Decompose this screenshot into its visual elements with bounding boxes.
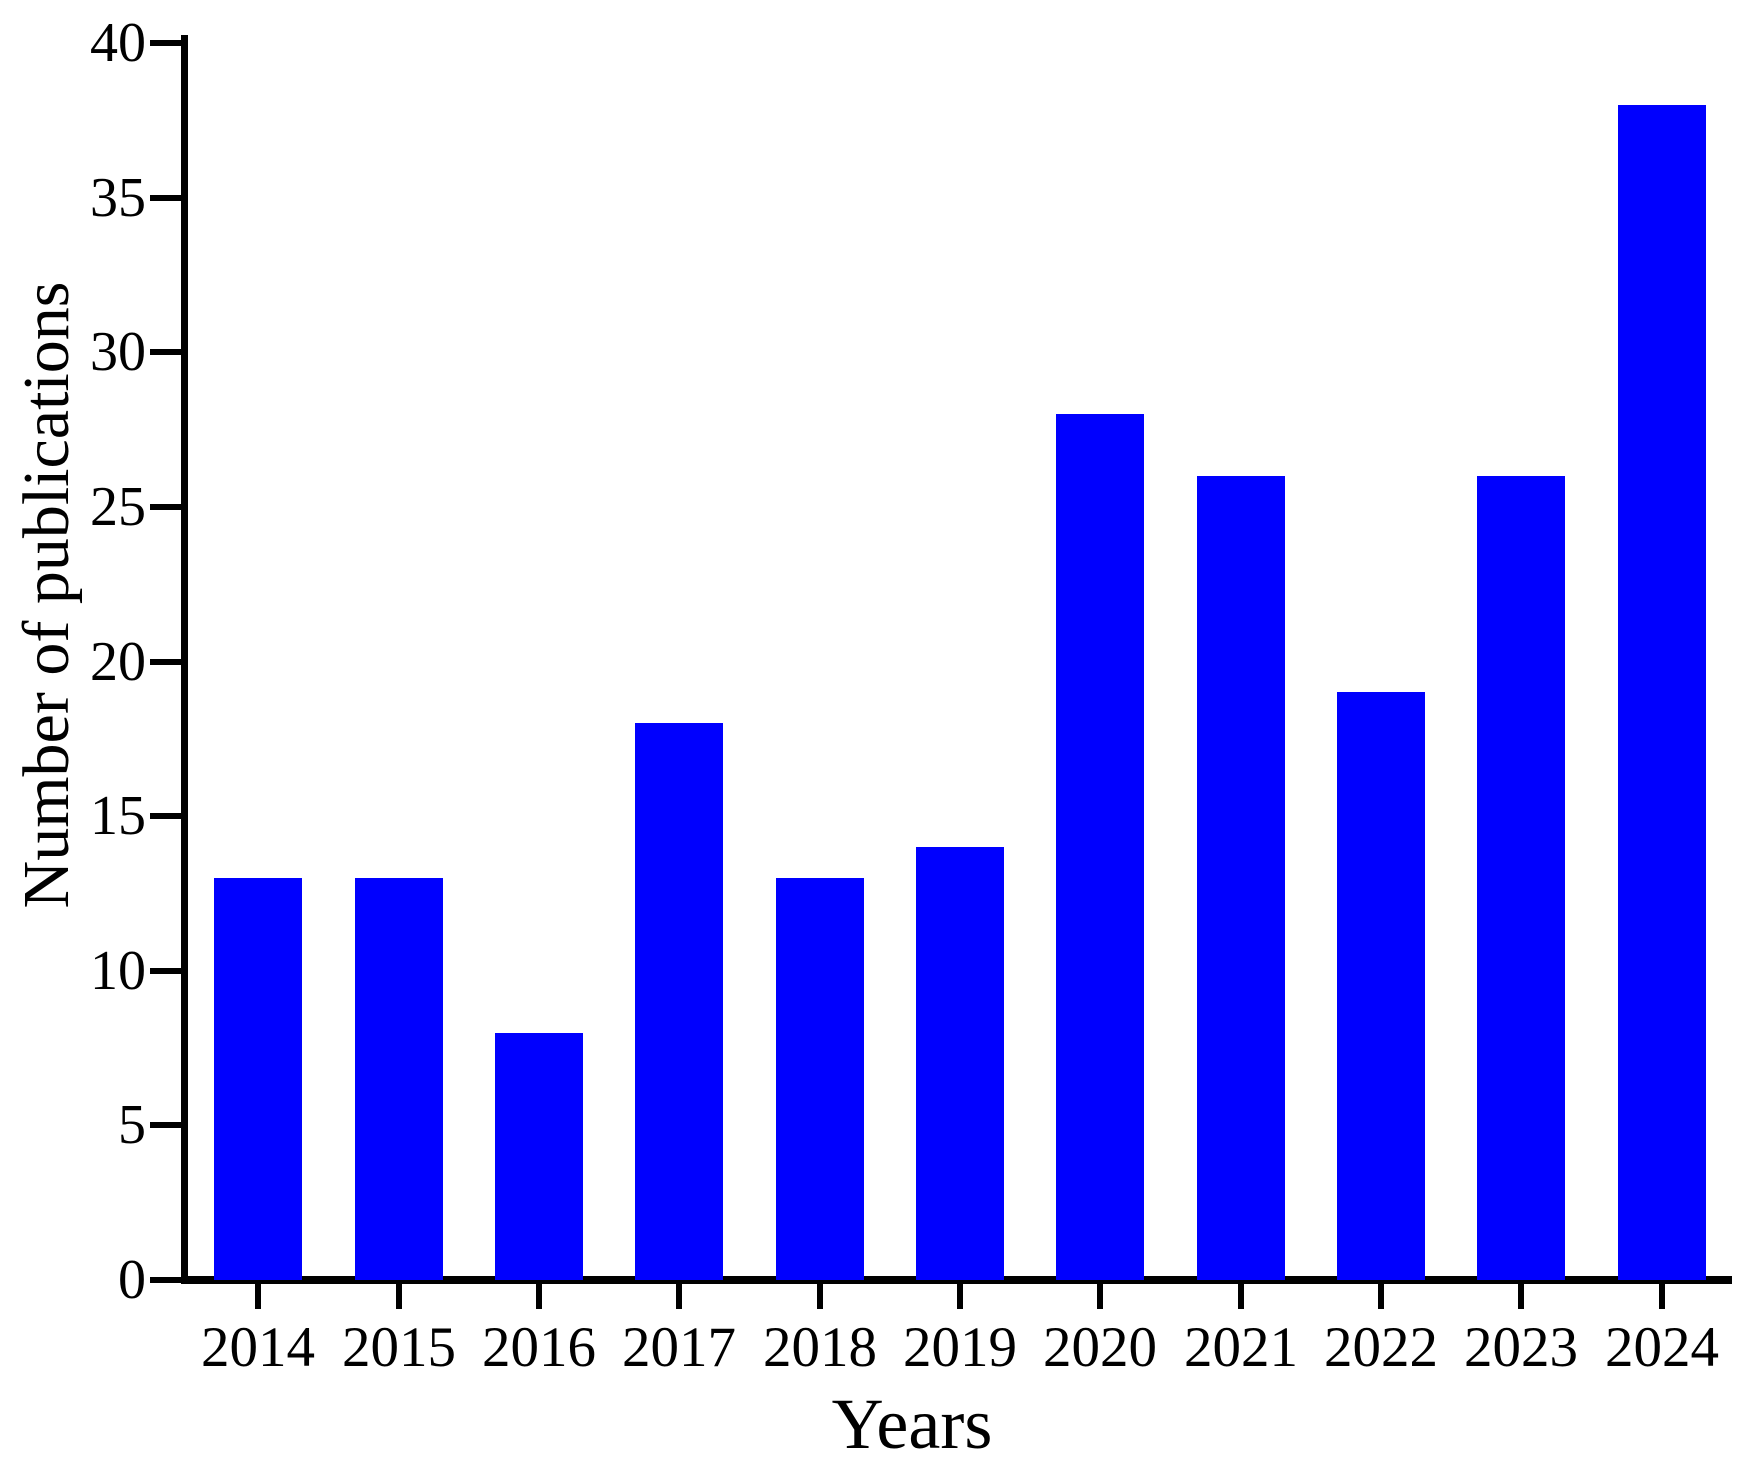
x-tick-label: 2016: [482, 1316, 596, 1379]
y-axis-line: [181, 35, 188, 1284]
x-axis-title: Years: [831, 1384, 993, 1457]
y-tick-label: 10: [90, 940, 146, 1002]
y-tick: [150, 659, 181, 665]
x-tick: [957, 1284, 963, 1309]
bar-2017: [635, 723, 723, 1280]
x-tick: [817, 1284, 823, 1309]
x-tick-label: 2018: [763, 1316, 877, 1379]
y-tick-label: 5: [118, 1094, 146, 1156]
x-axis-line: [181, 1276, 1732, 1284]
y-tick-label: 15: [90, 785, 146, 847]
x-tick: [676, 1284, 682, 1309]
x-tick: [1378, 1284, 1384, 1309]
bar-2023: [1477, 476, 1565, 1280]
y-tick-label: 25: [90, 476, 146, 538]
bar-2021: [1197, 476, 1285, 1280]
y-tick: [150, 504, 181, 510]
y-tick: [150, 1122, 181, 1128]
y-tick: [150, 195, 181, 201]
y-tick-label: 40: [90, 12, 146, 74]
x-tick-label: 2023: [1464, 1316, 1578, 1379]
y-tick-label: 20: [90, 631, 146, 693]
x-tick: [396, 1284, 402, 1309]
x-tick-label: 2022: [1324, 1316, 1438, 1379]
y-tick: [150, 813, 181, 819]
x-tick-label: 2015: [342, 1316, 456, 1379]
y-tick: [150, 349, 181, 355]
bar-2024: [1618, 105, 1706, 1280]
x-tick: [1518, 1284, 1524, 1309]
bar-2018: [776, 878, 864, 1280]
x-tick-label: 2014: [201, 1316, 315, 1379]
y-tick-label: 30: [90, 321, 146, 383]
bar-2014: [214, 878, 302, 1280]
x-tick: [255, 1284, 261, 1309]
bar-2016: [495, 1033, 583, 1280]
bar-2019: [916, 847, 1004, 1280]
y-tick-label: 0: [118, 1249, 146, 1311]
x-tick: [1659, 1284, 1665, 1309]
bar-2015: [355, 878, 443, 1280]
y-tick: [150, 1277, 181, 1283]
x-tick: [536, 1284, 542, 1309]
y-axis-title: Number of publications: [10, 281, 83, 909]
x-tick-label: 2017: [622, 1316, 736, 1379]
x-tick-label: 2020: [1043, 1316, 1157, 1379]
x-tick-label: 2021: [1184, 1316, 1298, 1379]
x-tick: [1097, 1284, 1103, 1309]
x-tick: [1238, 1284, 1244, 1309]
y-tick: [150, 968, 181, 974]
bar-2022: [1337, 692, 1425, 1280]
x-tick-label: 2024: [1605, 1316, 1719, 1379]
bar-2020: [1056, 414, 1144, 1280]
y-tick-label: 35: [90, 167, 146, 229]
y-tick: [150, 40, 181, 46]
x-tick-label: 2019: [903, 1316, 1017, 1379]
